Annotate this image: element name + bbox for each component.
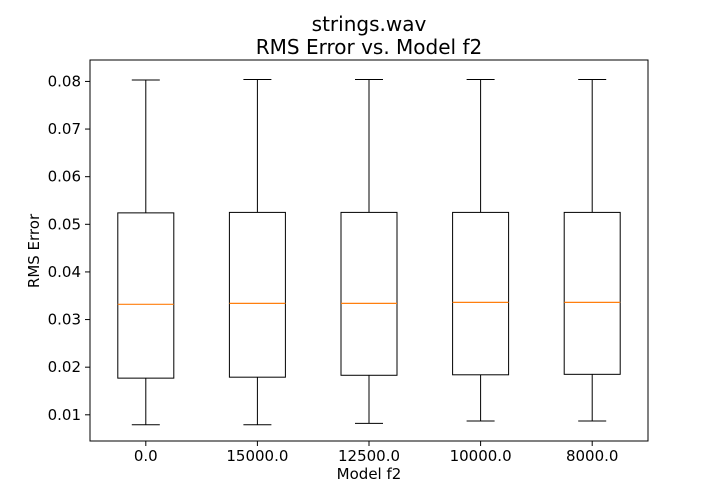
y-axis-label: RMS Error: [25, 213, 43, 288]
y-tick-label: 0.03: [48, 311, 81, 329]
box-iqr: [340, 211, 398, 376]
x-axis-label: Model f2: [337, 465, 402, 483]
y-tick-label: 0.05: [48, 215, 81, 233]
box-iqr: [228, 211, 286, 378]
box-iqr: [563, 211, 621, 375]
chart-title: strings.wav: [312, 12, 427, 36]
box-iqr: [452, 211, 510, 376]
plot-area: 0.01 0.02 0.03 0.04 0.05 0.06 0.07 0.08 0.0 15000…: [48, 59, 649, 465]
x-tick-label: 15000.0: [226, 447, 288, 465]
x-tick-label: 8000.0: [566, 447, 619, 465]
box-iqr: [117, 212, 175, 379]
y-tick-label: 0.07: [48, 120, 81, 138]
y-tick-label: 0.04: [48, 263, 81, 281]
x-tick-label: 0.0: [134, 447, 158, 465]
y-tick-label: 0.02: [48, 358, 81, 376]
y-tick-label: 0.01: [48, 406, 81, 424]
y-tick-label: 0.06: [48, 168, 81, 186]
chart-subtitle: RMS Error vs. Model f2: [256, 35, 482, 59]
x-tick-label: 10000.0: [450, 447, 512, 465]
plot-frame: [89, 59, 649, 442]
y-tick-label: 0.08: [48, 72, 81, 90]
x-tick-label: 12500.0: [338, 447, 400, 465]
